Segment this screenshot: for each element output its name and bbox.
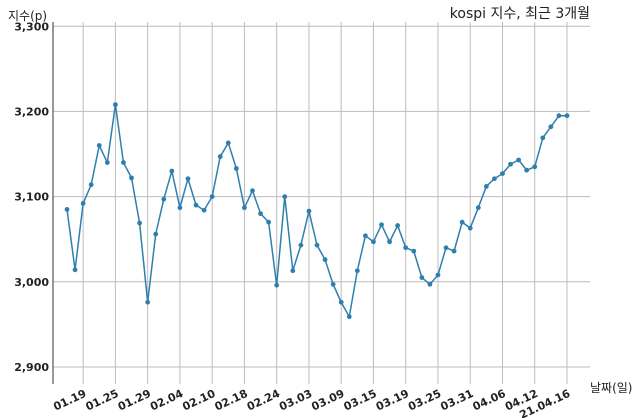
data-point [483,183,489,189]
data-point [451,248,457,254]
data-point [500,171,505,177]
data-point [177,205,183,211]
x-tick-label: 01.19 [51,387,88,413]
y-tick-labels: 2,900 3,000 3,100 3,200 3,300 [14,20,49,374]
data-point [395,223,401,228]
data-point [169,168,175,174]
y-tick-label: 3,200 [14,105,49,118]
x-tick-label: 03.25 [406,387,443,413]
data-point [282,194,288,200]
x-tick-label: 02.18 [213,387,250,413]
data-point [298,242,304,248]
data-point [64,206,70,212]
x-tick-label: 03.31 [438,387,475,413]
data-point [153,231,159,237]
data-point [112,102,118,108]
data-point [548,124,554,130]
data-point [322,257,328,263]
x-tick-label: 02.10 [180,387,217,414]
data-point [242,205,247,211]
data-point [161,196,167,202]
data-point [209,194,215,200]
data-point [427,281,433,287]
y-tick-label: 3,000 [14,276,49,289]
data-point [346,314,352,320]
data-point [306,208,312,214]
data-point [411,248,417,254]
x-tick-label: 03.09 [309,387,346,413]
data-point [193,202,199,208]
data-point [88,182,94,188]
data-point [354,268,360,274]
y-tick-label: 2,900 [14,361,49,374]
x-tick-label: 02.24 [245,387,282,414]
x-tick-labels: 01.1901.2501.2902.0402.1002.1802.2403.03… [51,387,572,418]
data-point [266,219,272,225]
data-point [217,154,223,159]
data-point [475,205,481,211]
data-point [362,233,368,239]
data-point [129,175,134,181]
x-tick-label: 01.29 [116,387,153,413]
data-point [258,211,263,217]
data-point [330,281,336,287]
data-point [556,113,562,119]
data-point [443,245,449,251]
data-point [508,161,513,167]
data-point [80,201,86,206]
data-point [201,207,207,213]
x-tick-label: 01.25 [84,387,121,413]
data-point [467,225,473,231]
data-point [492,176,497,182]
data-point [225,140,231,146]
data-point [564,113,570,119]
data-point [250,188,255,194]
data-point [532,164,538,170]
data-point [96,143,102,148]
series-line [66,104,567,319]
x-axis-label: 날짜(일) [590,381,632,395]
y-tick-label: 3,300 [14,20,49,33]
x-tick-label: 02.04 [148,387,185,414]
data-point [274,282,280,288]
x-tick-label: 03.15 [342,387,379,413]
chart-title: kospi 지수, 최근 3개월 [450,6,590,22]
y-tick-label: 3,100 [14,191,49,204]
data-point [72,267,78,273]
x-tick-label: 03.19 [374,387,411,413]
data-point [516,157,522,163]
data-point [419,275,425,280]
data-point [540,135,546,141]
x-tick-label: 04.06 [471,387,508,414]
data-point [314,242,320,248]
data-point [379,222,384,228]
data-point [459,219,465,225]
data-point [338,299,344,305]
data-point [185,176,191,182]
data-point [104,160,110,165]
y-axis-label: 지수(p) [8,9,47,23]
data-point [121,160,126,165]
data-point [524,167,530,173]
series-layer [64,102,570,320]
data-point [290,268,296,274]
grid-layer [53,22,590,384]
data-point [371,239,376,245]
data-point [387,239,392,245]
data-point [137,220,142,226]
data-point [403,245,409,251]
data-point [435,272,441,278]
x-tick-label: 03.03 [277,387,314,413]
data-point [233,166,239,171]
data-point [145,299,151,305]
